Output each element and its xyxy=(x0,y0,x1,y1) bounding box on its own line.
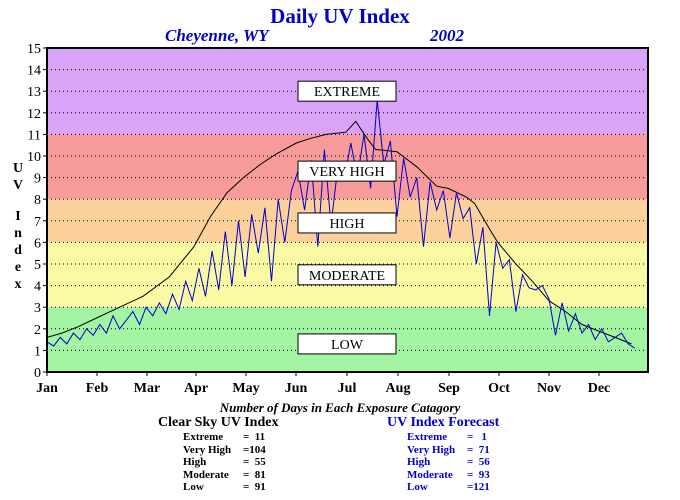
y-tick-label: 3 xyxy=(34,301,41,316)
x-tick-label: Jul xyxy=(338,381,357,396)
x-tick-label: Feb xyxy=(86,381,109,396)
clear-sky-counts-table: Extreme = 11 Very High =104 High = 55 Moder… xyxy=(183,431,266,494)
forecast-counts-table: Extreme = 1 Very High = 71 High = 56 Modera… xyxy=(407,431,490,494)
clear-sky-counts-panel: Clear Sky UV Index Extreme = 11 Very High… xyxy=(158,415,278,494)
count-value: = 56 xyxy=(467,456,490,468)
count-value: = 81 xyxy=(243,468,266,481)
y-tick-label: 7 xyxy=(34,215,41,230)
count-label: Very High xyxy=(183,443,232,456)
chart-subtitle-location: Cheyenne, WY xyxy=(165,26,269,45)
x-tick-label: May xyxy=(232,381,259,396)
table-row: Very High = 71 xyxy=(407,444,490,457)
table-row: Very High =104 xyxy=(183,444,266,457)
count-label: Low xyxy=(183,481,204,493)
band-label-box xyxy=(297,212,397,234)
table-row: Extreme = 11 xyxy=(183,431,266,444)
count-label: High xyxy=(183,456,207,468)
band-label: VERY HIGH xyxy=(309,165,384,180)
count-label: Moderate xyxy=(407,468,453,481)
count-value: = 71 xyxy=(467,443,490,456)
count-label: High xyxy=(407,456,431,468)
y-axis-label-letter: e xyxy=(14,260,22,275)
band-label-box xyxy=(297,160,397,182)
count-label: Very High xyxy=(407,443,456,456)
count-value: = 93 xyxy=(467,468,490,481)
y-tick-label: 15 xyxy=(27,42,41,57)
y-axis-label-letter: d xyxy=(14,243,22,258)
clear-sky-counts-title: Clear Sky UV Index xyxy=(158,415,279,430)
y-tick-label: 4 xyxy=(34,280,41,295)
count-value: =121 xyxy=(467,481,490,493)
x-tick-label: Jun xyxy=(285,381,308,396)
y-axis-label-letter: U xyxy=(12,161,24,176)
y-tick-label: 5 xyxy=(34,258,41,273)
table-row: Moderate = 93 xyxy=(407,469,490,482)
x-tick-label: Aug xyxy=(386,381,411,396)
counts-title: Number of Days in Each Exposure Catagory xyxy=(219,400,461,415)
band-label: LOW xyxy=(331,338,364,353)
forecast-counts-title: UV Index Forecast xyxy=(387,415,500,430)
y-tick-label: 9 xyxy=(34,172,41,187)
count-value: = 91 xyxy=(243,481,266,493)
y-axis-label-letter: n xyxy=(14,226,22,241)
x-tick-label: Apr xyxy=(184,381,208,396)
y-axis-label-letter: V xyxy=(12,178,24,193)
y-axis-label-letter: I xyxy=(15,209,21,224)
forecast-counts-panel: UV Index Forecast Extreme = 1 Very High = … xyxy=(387,415,499,494)
x-tick-label: Sep xyxy=(438,381,460,396)
x-tick-label: Dec xyxy=(588,381,611,396)
clear-sky-series-line xyxy=(46,120,632,345)
x-tick-label: Jan xyxy=(36,381,58,396)
table-row: High = 55 xyxy=(183,456,266,469)
y-tick-label: 1 xyxy=(34,344,41,359)
y-tick-label: 10 xyxy=(27,150,41,165)
y-tick-label: 14 xyxy=(27,64,41,79)
table-row: Low =121 xyxy=(407,481,490,494)
band-label: HIGH xyxy=(330,217,365,232)
table-row: High = 56 xyxy=(407,456,490,469)
count-label: Moderate xyxy=(183,468,229,481)
y-tick-label: 0 xyxy=(34,366,41,381)
count-value: = 11 xyxy=(243,431,266,443)
count-label: Extreme xyxy=(407,431,448,443)
table-row: Moderate = 81 xyxy=(183,469,266,482)
y-tick-label: 11 xyxy=(28,128,41,143)
count-value: = 55 xyxy=(243,456,266,468)
count-value: = 1 xyxy=(467,431,488,443)
table-row: Extreme = 1 xyxy=(407,431,490,444)
table-row: Low = 91 xyxy=(183,481,266,494)
band-label-box xyxy=(297,264,397,286)
band-label: MODERATE xyxy=(309,269,385,284)
y-axis-label-letter: x xyxy=(14,277,22,292)
count-label: Extreme xyxy=(183,431,224,443)
count-value: =104 xyxy=(243,443,266,456)
y-tick-label: 2 xyxy=(34,323,41,338)
band-label-box xyxy=(297,333,397,355)
chart-subtitle-year: 2002 xyxy=(430,26,464,45)
x-tick-label: Oct xyxy=(488,381,510,396)
x-tick-label: Nov xyxy=(537,381,561,396)
chart-title: Daily UV Index xyxy=(270,4,410,28)
band-label-box xyxy=(297,80,397,102)
band-label: EXTREME xyxy=(314,85,380,100)
y-tick-label: 13 xyxy=(27,85,41,100)
y-tick-label: 12 xyxy=(27,107,41,122)
y-tick-label: 6 xyxy=(34,236,41,251)
count-label: Low xyxy=(407,481,428,493)
y-tick-label: 8 xyxy=(34,193,41,208)
x-tick-label: Mar xyxy=(134,381,160,396)
